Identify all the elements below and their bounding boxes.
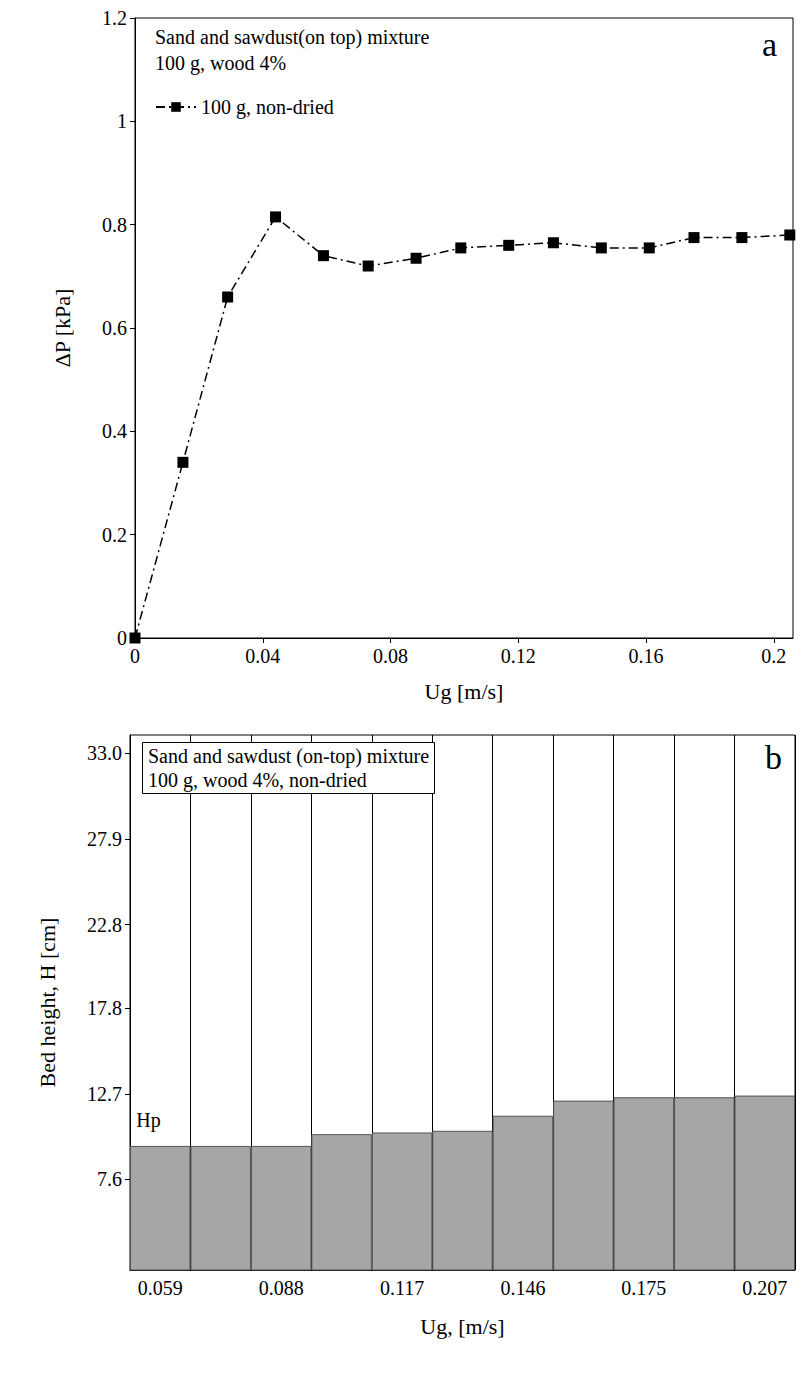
svg-text:0.6: 0.6: [102, 317, 127, 339]
svg-text:ΔP [kPa]: ΔP [kPa]: [50, 289, 75, 368]
svg-text:0.8: 0.8: [102, 214, 127, 236]
svg-text:22.8: 22.8: [87, 914, 122, 936]
svg-text:100 g, wood 4%, non-dried: 100 g, wood 4%, non-dried: [148, 769, 367, 792]
svg-text:0.207: 0.207: [742, 1277, 787, 1299]
svg-text:0.146: 0.146: [500, 1277, 545, 1299]
svg-text:27.9: 27.9: [87, 828, 122, 850]
svg-text:0.088: 0.088: [259, 1277, 304, 1299]
svg-text:0.175: 0.175: [621, 1277, 666, 1299]
svg-text:Bed height, H [cm]: Bed height, H [cm]: [35, 918, 60, 1088]
svg-text:0: 0: [117, 627, 127, 649]
svg-text:100 g, wood 4%: 100 g, wood 4%: [155, 52, 286, 75]
svg-text:Hp: Hp: [136, 1109, 160, 1132]
svg-text:17.8: 17.8: [87, 997, 122, 1019]
svg-text:0.2: 0.2: [761, 645, 786, 667]
svg-text:a: a: [762, 26, 777, 63]
svg-text:0: 0: [130, 645, 140, 667]
svg-text:0.04: 0.04: [245, 645, 280, 667]
svg-text:7.6: 7.6: [97, 1168, 122, 1190]
svg-text:1.2: 1.2: [102, 7, 127, 29]
svg-text:Sand and sawdust(on top) mixtu: Sand and sawdust(on top) mixture: [155, 26, 430, 49]
svg-text:Ug, [m/s]: Ug, [m/s]: [420, 1314, 504, 1339]
svg-text:0.4: 0.4: [102, 420, 127, 442]
svg-text:0.08: 0.08: [373, 645, 408, 667]
svg-text:b: b: [765, 739, 782, 776]
svg-text:0.12: 0.12: [501, 645, 536, 667]
svg-text:12.7: 12.7: [87, 1083, 122, 1105]
svg-text:100 g, non-dried: 100 g, non-dried: [201, 96, 334, 119]
svg-text:0.2: 0.2: [102, 524, 127, 546]
svg-text:1: 1: [117, 110, 127, 132]
svg-text:Sand and sawdust (on-top) mixt: Sand and sawdust (on-top) mixture: [148, 745, 429, 768]
svg-text:Ug [m/s]: Ug [m/s]: [425, 679, 504, 704]
svg-text:0.16: 0.16: [629, 645, 664, 667]
svg-text:0.117: 0.117: [380, 1277, 424, 1299]
svg-text:0.059: 0.059: [138, 1277, 183, 1299]
svg-text:33.0: 33.0: [87, 742, 122, 764]
